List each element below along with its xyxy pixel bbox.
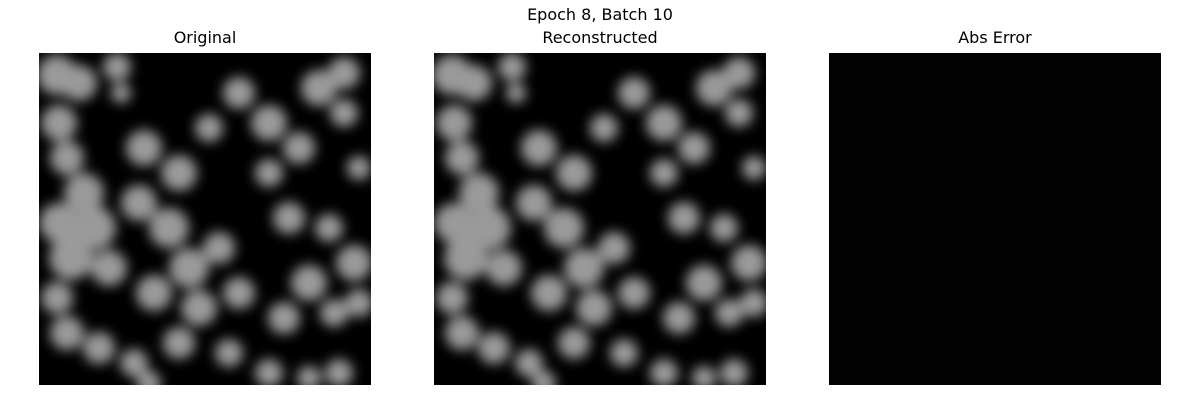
panel-title-original: Original	[173, 28, 237, 47]
figure-title: Epoch 8, Batch 10	[527, 5, 673, 24]
original-image	[39, 53, 371, 385]
reconstructed-image-canvas	[434, 53, 766, 385]
abs-error-image	[829, 53, 1161, 385]
panel-title-reconstructed: Reconstructed	[542, 28, 658, 47]
reconstructed-image	[434, 53, 766, 385]
abs-error-image-canvas	[829, 53, 1161, 385]
panel-title-abs-error: Abs Error	[958, 28, 1032, 47]
original-image-canvas	[39, 53, 371, 385]
